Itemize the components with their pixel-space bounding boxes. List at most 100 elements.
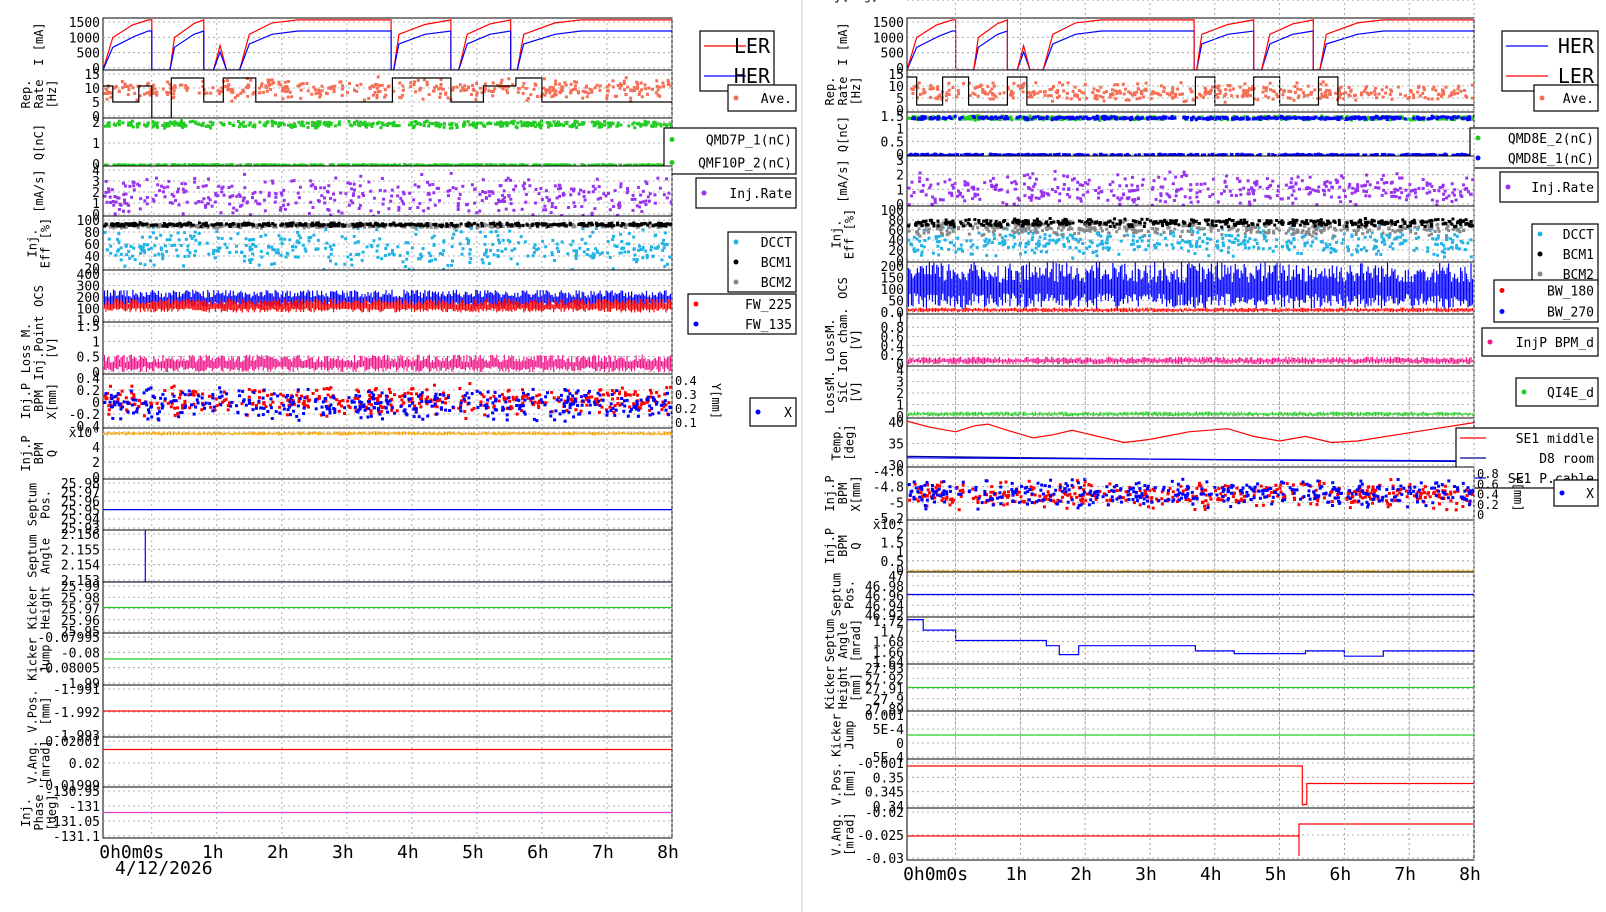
data-point bbox=[419, 405, 423, 409]
data-point bbox=[422, 120, 426, 124]
data-point bbox=[632, 257, 636, 261]
data-point bbox=[180, 403, 184, 407]
data-point bbox=[103, 194, 107, 198]
data-point bbox=[551, 86, 555, 90]
data-point bbox=[460, 252, 464, 256]
data-point bbox=[277, 124, 281, 128]
data-point bbox=[511, 397, 515, 401]
data-point bbox=[358, 204, 362, 207]
data-point bbox=[220, 190, 224, 194]
data-point bbox=[251, 196, 254, 200]
data-point bbox=[653, 193, 657, 197]
data-point bbox=[327, 120, 331, 124]
data-point bbox=[381, 163, 385, 166]
data-point bbox=[605, 413, 609, 417]
data-point bbox=[429, 254, 433, 258]
data-point bbox=[132, 223, 136, 227]
data-point bbox=[249, 213, 253, 216]
data-point bbox=[280, 121, 284, 125]
data-point bbox=[433, 395, 437, 399]
data-point bbox=[307, 225, 311, 229]
data-point bbox=[548, 121, 552, 125]
data-point bbox=[130, 403, 134, 407]
data-point bbox=[523, 240, 527, 244]
data-point bbox=[523, 181, 526, 185]
data-point bbox=[455, 85, 459, 89]
data-point bbox=[313, 185, 317, 189]
data-point bbox=[369, 223, 373, 227]
data-point bbox=[509, 178, 513, 182]
data-point bbox=[520, 395, 524, 399]
data-point bbox=[251, 192, 255, 196]
data-point bbox=[510, 163, 513, 166]
data-point bbox=[555, 223, 559, 227]
data-point bbox=[251, 408, 255, 412]
data-point bbox=[547, 125, 550, 129]
legend-label-inj-rate: Inj.Rate bbox=[729, 187, 792, 202]
data-point bbox=[230, 184, 234, 188]
data-point bbox=[650, 87, 654, 91]
data-point bbox=[528, 123, 532, 127]
data-point bbox=[416, 206, 420, 209]
data-point bbox=[639, 81, 643, 85]
data-point bbox=[540, 119, 543, 123]
data-point bbox=[522, 121, 526, 125]
data-point bbox=[319, 163, 323, 166]
data-point bbox=[314, 88, 318, 92]
data-point bbox=[474, 97, 478, 101]
data-point bbox=[143, 164, 147, 166]
data-point bbox=[408, 222, 412, 226]
data-point bbox=[531, 122, 535, 126]
data-point bbox=[353, 122, 357, 126]
data-point bbox=[380, 83, 384, 87]
data-point bbox=[432, 223, 436, 226]
data-point bbox=[246, 86, 250, 90]
data-point bbox=[251, 252, 255, 256]
data-point bbox=[588, 254, 592, 258]
data-point bbox=[113, 195, 117, 198]
data-point bbox=[225, 392, 229, 396]
data-point bbox=[623, 399, 626, 403]
data-point bbox=[286, 252, 290, 256]
data-point bbox=[628, 405, 632, 409]
data-point bbox=[574, 254, 578, 258]
data-point bbox=[598, 88, 602, 92]
data-point bbox=[532, 417, 536, 421]
data-point bbox=[138, 223, 142, 226]
data-point bbox=[450, 163, 454, 166]
data-point bbox=[395, 164, 399, 166]
data-point bbox=[283, 237, 287, 241]
data-point bbox=[651, 224, 655, 228]
data-point bbox=[431, 122, 435, 126]
data-point bbox=[216, 236, 220, 240]
data-point bbox=[220, 186, 224, 190]
data-point bbox=[324, 399, 328, 403]
data-point bbox=[280, 193, 284, 197]
data-point bbox=[556, 120, 560, 124]
data-point bbox=[456, 202, 460, 206]
data-point bbox=[649, 388, 652, 392]
data-point bbox=[502, 396, 506, 400]
data-point bbox=[369, 122, 373, 126]
data-point bbox=[590, 90, 594, 94]
data-point bbox=[396, 185, 400, 189]
data-point bbox=[433, 226, 437, 230]
data-point bbox=[363, 225, 366, 229]
data-point bbox=[352, 235, 356, 238]
data-point bbox=[580, 403, 584, 407]
data-point bbox=[571, 225, 575, 229]
data-point bbox=[187, 221, 191, 225]
data-point bbox=[183, 163, 187, 166]
data-point bbox=[593, 403, 597, 407]
data-point bbox=[262, 123, 266, 127]
data-point bbox=[403, 394, 407, 398]
data-point bbox=[558, 163, 562, 166]
data-point bbox=[435, 84, 439, 88]
data-point bbox=[307, 212, 311, 215]
data-point bbox=[197, 122, 200, 126]
data-point bbox=[253, 163, 257, 166]
data-point bbox=[204, 221, 208, 225]
data-point bbox=[193, 180, 197, 184]
y-tick-label: 15 bbox=[84, 68, 100, 83]
data-point bbox=[294, 255, 297, 259]
